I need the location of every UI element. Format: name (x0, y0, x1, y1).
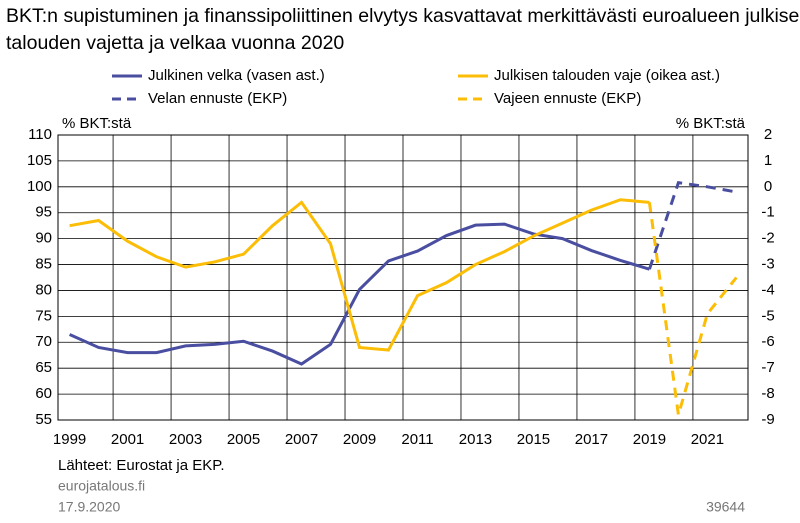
y2-tick-label: -7 (761, 359, 774, 376)
x-tick-label: 2017 (575, 431, 608, 448)
legend-label: Julkinen velka (vasen ast.) (148, 67, 325, 84)
y-tick-label: 95 (35, 204, 52, 221)
y2-tick-label: -3 (761, 256, 774, 273)
x-tick-label: 1999 (53, 431, 86, 448)
y-tick-label: 105 (27, 152, 52, 169)
series-line (68, 222, 650, 366)
y2-axis-label: % BKT:stä (676, 115, 746, 132)
x-tick-label: 2003 (169, 431, 202, 448)
site: eurojatalous.fi (58, 478, 145, 494)
x-tick-label: 2001 (111, 431, 144, 448)
y-tick-label: 85 (35, 256, 52, 273)
x-tick-label: 2005 (227, 431, 260, 448)
y-tick-label: 90 (35, 230, 52, 247)
legend-label: Julkisen talouden vaje (oikea ast.) (494, 67, 720, 84)
y-tick-label: 100 (27, 178, 52, 195)
y-tick-label: 65 (35, 359, 52, 376)
y2-tick-label: -1 (761, 204, 774, 221)
y2-tick-label: -2 (761, 230, 774, 247)
series-line (69, 198, 650, 352)
legend-label: Velan ennuste (EKP) (148, 90, 287, 107)
y-tick-label: 75 (35, 307, 52, 324)
y-axis-label: % BKT:stä (62, 115, 132, 132)
y-tick-label: 70 (35, 333, 52, 350)
x-tick-label: 2007 (285, 431, 318, 448)
x-tick-label: 2013 (459, 431, 492, 448)
y2-tick-label: -4 (761, 281, 774, 298)
source: Lähteet: Eurostat ja EKP. (58, 457, 225, 474)
x-tick-label: 2009 (343, 431, 376, 448)
date: 17.9.2020 (58, 499, 120, 515)
x-tick-label: 2019 (633, 431, 666, 448)
y-tick-label: 110 (28, 126, 52, 143)
chart-title-line1: BKT:n supistuminen ja finanssipoliittine… (6, 5, 800, 54)
y2-tick-label: -6 (761, 333, 774, 350)
y-tick-label: 55 (35, 411, 52, 428)
y-tick-label: 80 (35, 281, 52, 298)
legend-label: Vajeen ennuste (EKP) (494, 90, 641, 107)
x-tick-label: 2015 (517, 431, 550, 448)
x-tick-label: 2021 (691, 431, 724, 448)
y2-tick-label: 0 (764, 178, 772, 195)
y2-tick-label: -8 (761, 385, 774, 402)
plot-frame (57, 134, 749, 421)
x-tick-label: 2011 (401, 431, 433, 448)
series-line (648, 181, 737, 270)
chart-id: 39644 (706, 499, 745, 515)
y2-tick-label: -5 (761, 307, 774, 324)
y2-tick-label: 1 (764, 152, 772, 169)
y2-tick-label: 2 (764, 126, 772, 143)
y2-tick-label: -9 (761, 411, 774, 428)
series-line (647, 202, 738, 416)
y-tick-label: 60 (35, 385, 52, 402)
